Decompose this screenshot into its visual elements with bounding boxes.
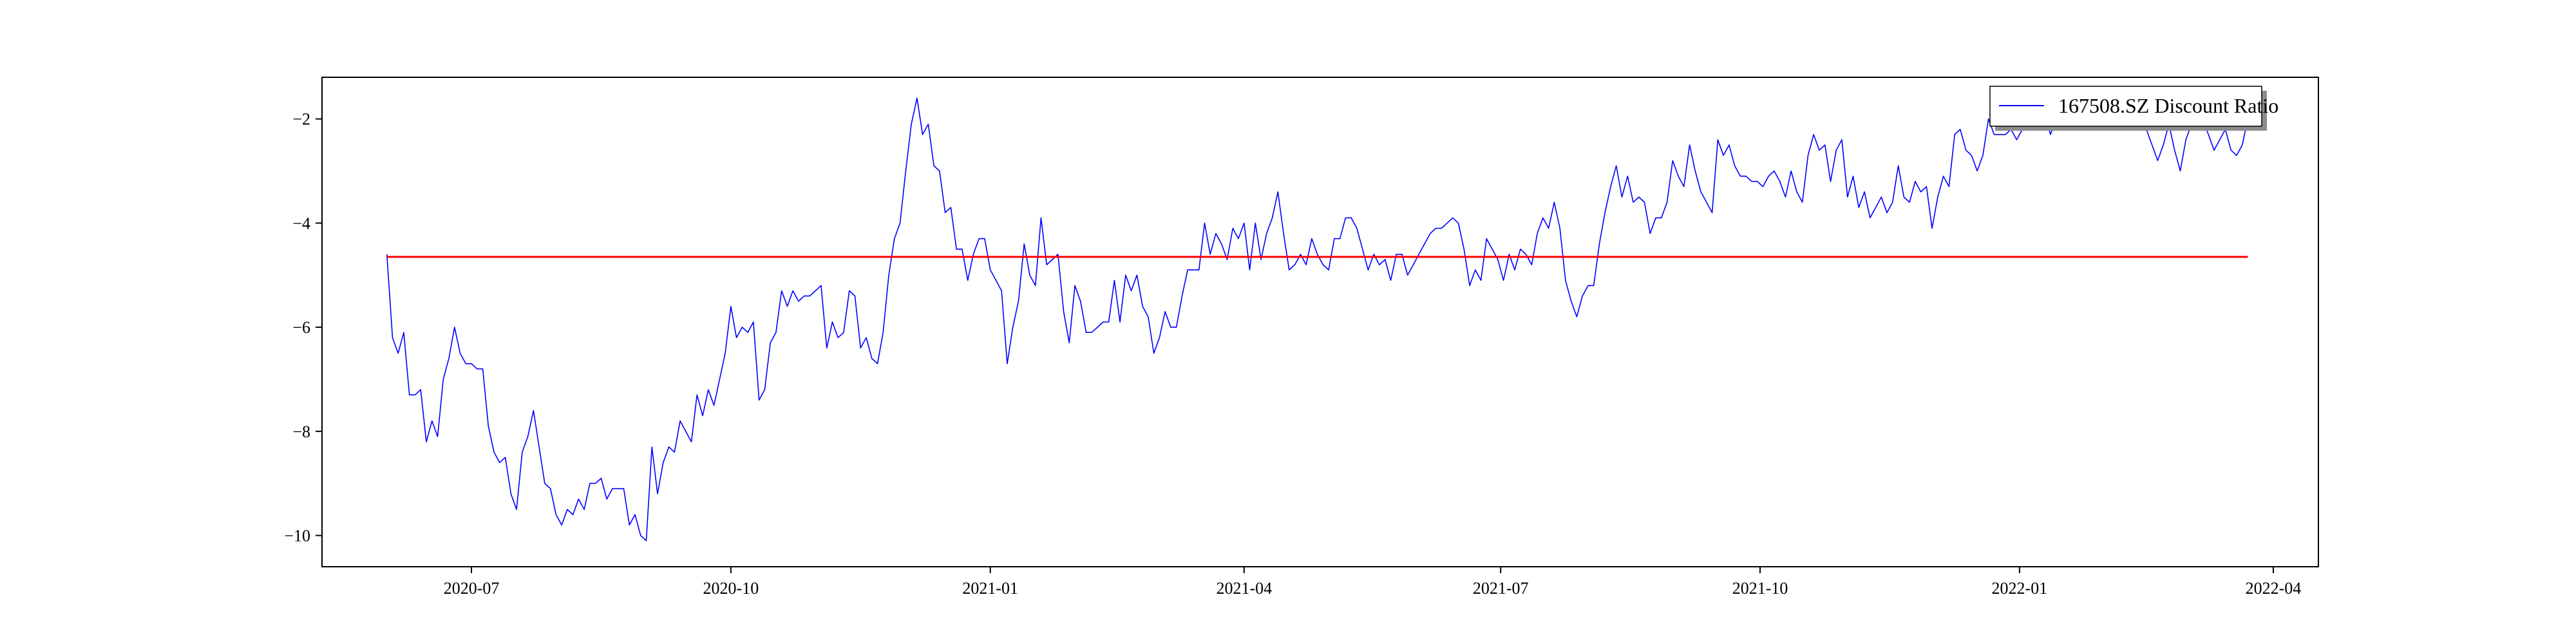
y-tick-label: −4 [292,214,310,232]
y-tick-label: −2 [292,110,310,129]
x-axis: 2020-07 2020-10 2021-01 2021-04 2021-07 2021-… [444,567,2302,598]
x-tick-label: 2021-07 [1473,579,1529,598]
legend-label-discount-ratio: 167508.SZ Discount Ratio [2058,94,2278,117]
x-tick-label: 2022-01 [1992,579,2048,598]
legend: 167508.SZ Discount Ratio [1989,86,2278,131]
series-line-discount-ratio [386,97,2249,542]
y-tick-label: −6 [292,318,310,337]
plot-frame [321,77,2319,567]
x-tick-label: 2022-04 [2246,579,2302,598]
x-tick-label: 2021-04 [1216,579,1272,598]
x-tick-label: 2021-01 [962,579,1018,598]
y-axis: −10 −8 −6 −4 −2 [284,110,322,545]
series-layer [386,97,2249,542]
x-tick-label: 2021-10 [1732,579,1788,598]
x-tick-label: 2020-07 [444,579,500,598]
x-tick-label: 2020-10 [703,579,759,598]
y-tick-label: −10 [284,526,310,545]
y-tick-label: −8 [292,422,310,441]
